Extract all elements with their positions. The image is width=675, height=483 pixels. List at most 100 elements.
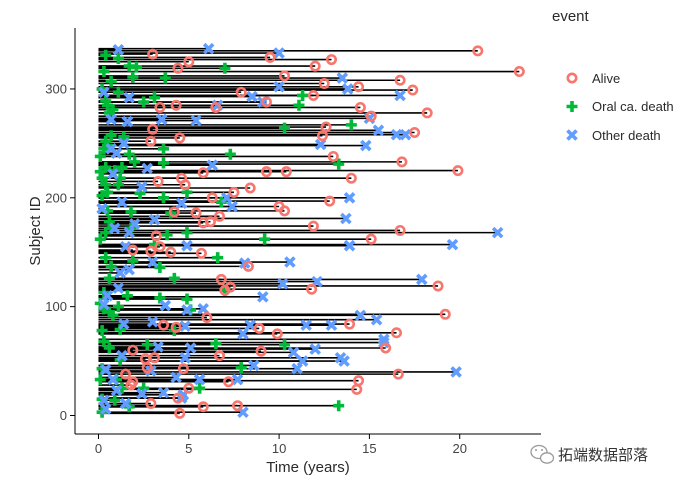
other-death-point [343,239,356,252]
x-tick-label: 0 [95,441,102,456]
alive-point [394,224,406,236]
oral-ca-death-point [98,66,110,78]
y-tick-label: 0 [60,408,67,423]
other-death-point [128,218,141,230]
open-circle-icon [566,72,578,84]
other-death-point [372,124,385,137]
other-death-point [416,273,428,286]
oral-ca-death-point [109,394,121,406]
other-death-point [105,113,117,126]
other-death-point [148,213,161,226]
oral-ca-death-point [194,382,206,394]
oral-ca-death-point [107,309,119,321]
other-death-point [98,298,110,311]
oral-ca-death-point [138,96,150,108]
oral-ca-death-point [333,158,345,170]
oral-ca-death-point [112,86,124,98]
other-death-point [123,91,135,104]
alive-point [260,96,272,108]
other-death-point [248,359,260,372]
alive-point [232,400,244,412]
alive-point [183,382,195,394]
other-death-point [273,47,285,59]
oral-ca-death-point [148,92,160,104]
alive-point [307,220,319,232]
alive-point [127,344,139,356]
alive-point [439,308,451,320]
wechat-icon [530,444,555,464]
other-death-point [378,333,390,346]
alive-point [154,101,166,113]
other-death-point [202,42,215,55]
oral-ca-death-point [181,293,193,305]
other-death-point [98,394,110,407]
other-death-point [197,303,210,315]
other-death-point [184,342,197,354]
alive-point [513,66,525,78]
alive-point [365,233,377,245]
alive-point [223,376,235,388]
alive-point [125,379,137,391]
oral-ca-death-point [293,99,305,111]
alive-point [325,54,337,66]
other-death-point [287,346,300,359]
other-death-point [340,212,352,225]
oral-ca-death-point [96,172,108,184]
event-markers [94,42,525,419]
legend-item-alive: Alive [566,71,620,86]
other-death-point [112,282,125,294]
y-tick-label: 300 [45,81,67,96]
other-death-point [300,319,312,331]
alive-point [318,78,330,90]
other-death-point [193,373,206,386]
oral-ca-death-point [94,233,106,245]
alive-point [195,247,207,259]
alive-point [190,207,202,219]
alive-point [147,48,159,60]
alive-point [421,107,433,119]
oral-ca-death-point [279,339,291,351]
alive-point [394,74,406,86]
legend: event Alive Oral ca. death Other death [552,8,674,143]
other-death-point [394,89,406,102]
alive-point [213,210,225,222]
oral-ca-death-point [103,216,115,228]
oral-ca-death-point [159,72,171,84]
oral-ca-death-point [96,190,108,202]
other-death-point [244,319,256,331]
other-death-point [341,83,354,95]
other-death-point [314,138,327,151]
other-death-point [181,239,193,252]
other-death-point [141,162,154,175]
alive-point [172,62,184,74]
other-death-point [336,72,349,84]
alive-point [452,165,464,177]
other-death-point [390,128,403,141]
other-death-point [354,309,367,322]
alive-point [170,321,182,333]
alive-point [273,201,285,213]
oral-ca-death-point [100,135,112,147]
other-death-point [175,197,188,210]
other-death-point [112,43,125,56]
other-death-point [121,115,134,128]
other-death-point [107,373,119,386]
other-death-point [190,114,202,127]
other-death-point [450,366,462,378]
other-death-point [343,192,356,204]
oral-ca-death-point [121,290,133,302]
oral-ca-death-point [100,252,112,264]
other-death-point [284,256,296,268]
oral-ca-death-point [112,179,124,191]
other-death-point [325,319,338,331]
alive-point [213,350,225,362]
x-tick-label: 5 [185,441,192,456]
alive-point [201,312,213,324]
oral-ca-death-point [215,196,227,208]
other-death-point [110,384,123,397]
legend-item-other-death: Other death [566,128,661,143]
oral-ca-death-point [279,122,291,134]
alive-point [391,327,403,339]
